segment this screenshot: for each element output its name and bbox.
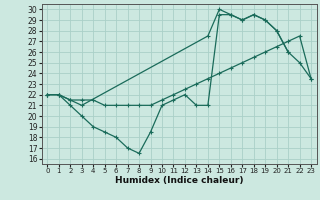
X-axis label: Humidex (Indice chaleur): Humidex (Indice chaleur) bbox=[115, 176, 244, 185]
